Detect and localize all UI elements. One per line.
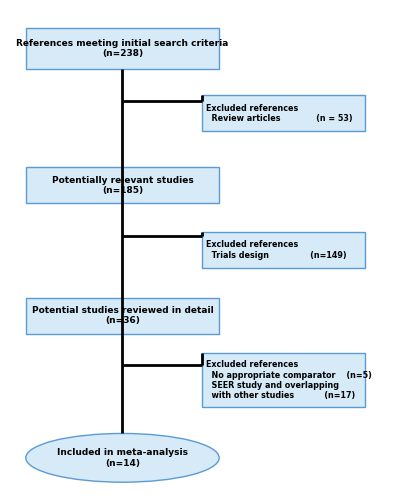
Text: Excluded references
  No appropriate comparator    (n=5)
  SEER study and overla: Excluded references No appropriate compa… [206, 360, 372, 401]
Text: Excluded references
  Review articles             (n = 53): Excluded references Review articles (n =… [206, 104, 353, 123]
Text: Potential studies reviewed in detail
(n=36): Potential studies reviewed in detail (n=… [32, 306, 213, 326]
FancyBboxPatch shape [26, 298, 219, 334]
Text: Included in meta-analysis
(n=14): Included in meta-analysis (n=14) [57, 448, 188, 468]
FancyBboxPatch shape [26, 168, 219, 203]
Text: References meeting initial search criteria
(n=238): References meeting initial search criter… [16, 39, 229, 58]
FancyBboxPatch shape [26, 28, 219, 69]
Text: Excluded references
  Trials design               (n=149): Excluded references Trials design (n=149… [206, 240, 347, 260]
Ellipse shape [26, 434, 219, 482]
Text: Potentially relevant studies
(n=185): Potentially relevant studies (n=185) [52, 176, 193, 195]
FancyBboxPatch shape [202, 354, 365, 407]
FancyBboxPatch shape [202, 96, 365, 131]
FancyBboxPatch shape [202, 232, 365, 268]
